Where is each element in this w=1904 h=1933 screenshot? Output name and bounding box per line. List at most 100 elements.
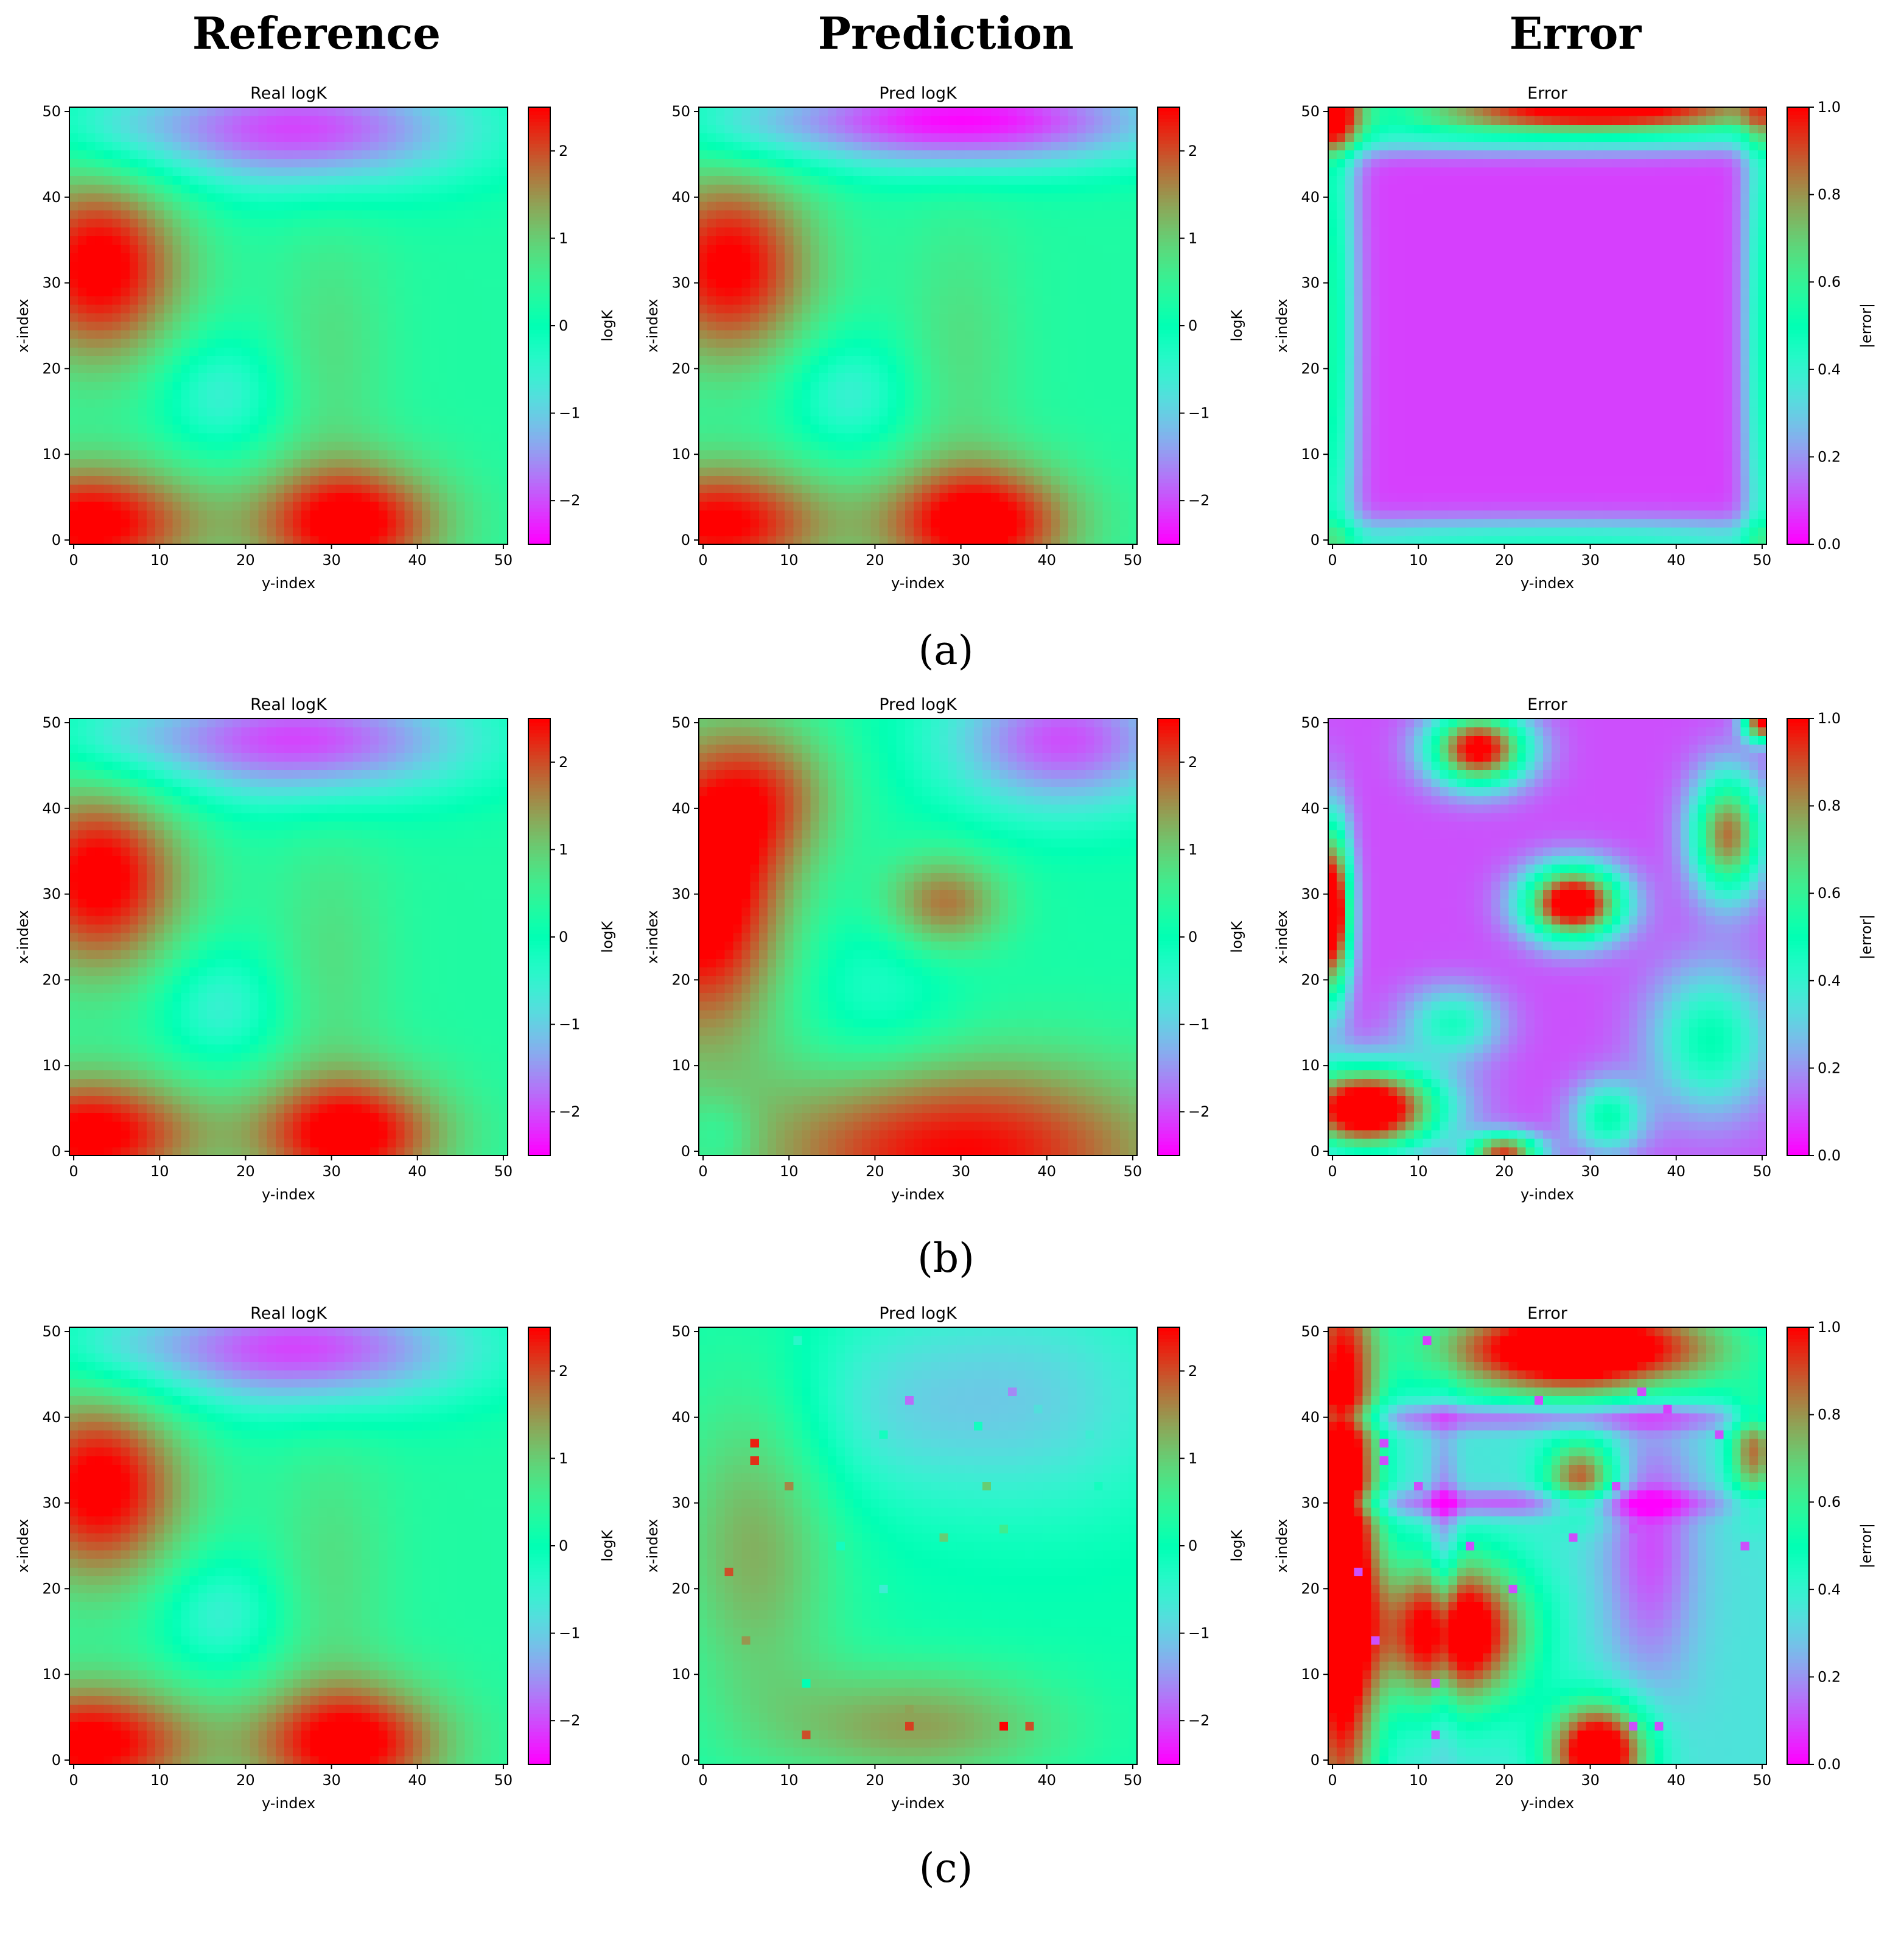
heatmap-cell (845, 458, 854, 468)
heatmap-cell (965, 227, 975, 236)
heatmap-cell (490, 415, 500, 425)
heatmap-cell (215, 510, 225, 519)
heatmap-cell (362, 107, 371, 116)
heatmap-cell (802, 467, 811, 476)
heatmap-cell (233, 450, 242, 459)
heatmap-cell (189, 458, 199, 468)
heatmap-cell (439, 527, 448, 536)
heatmap-cell (310, 167, 320, 177)
heatmap-cell (1051, 244, 1060, 253)
heatmap-cell (879, 244, 889, 253)
heatmap-cell (215, 518, 225, 528)
heatmap-cell (172, 364, 182, 374)
heatmap-cell (456, 124, 466, 133)
heatmap-cell (78, 356, 87, 365)
heatmap-cell (233, 381, 242, 391)
heatmap-cell (206, 175, 216, 185)
heatmap-cell (206, 330, 216, 339)
heatmap-cell (404, 201, 414, 211)
heatmap-cell (189, 339, 199, 348)
heatmap-cell (1068, 501, 1077, 511)
heatmap-cell (767, 219, 777, 228)
heatmap-cell (241, 381, 251, 391)
heatmap-cell (1068, 398, 1077, 408)
heatmap-cell (1059, 493, 1069, 502)
heatmap-cell (267, 124, 276, 133)
heatmap-cell (905, 510, 914, 519)
heatmap-cell (1059, 253, 1069, 262)
heatmap-cell (1077, 458, 1086, 468)
heatmap-cell (699, 227, 708, 236)
heatmap-cell (301, 116, 310, 125)
heatmap-cell (370, 373, 379, 382)
heatmap-cell (1119, 287, 1129, 296)
heatmap-cell (1034, 398, 1043, 408)
heatmap-cell (387, 535, 397, 545)
heatmap-cell (215, 219, 225, 228)
heatmap-cell (785, 270, 794, 279)
heatmap-cell (836, 415, 845, 425)
heatmap-cell (819, 424, 828, 433)
heatmap-cell (767, 261, 777, 271)
heatmap-cell (776, 192, 785, 202)
heatmap-cell (931, 192, 940, 202)
heatmap-cell (741, 219, 751, 228)
heatmap-cell (931, 458, 940, 468)
heatmap-cell (905, 339, 914, 348)
heatmap-cell (327, 192, 337, 202)
heatmap-cell (293, 373, 302, 382)
heatmap-cell (344, 167, 354, 177)
heatmap-cell (793, 304, 803, 314)
heatmap-cell (267, 458, 276, 468)
heatmap-cell (121, 192, 130, 202)
heatmap-cell (1008, 475, 1017, 485)
heatmap-cell (1102, 287, 1112, 296)
heatmap-cell (939, 278, 949, 288)
heatmap-cell (913, 475, 923, 485)
heatmap-cell (447, 133, 457, 142)
heatmap-cell (758, 373, 768, 382)
heatmap-cell (810, 415, 820, 425)
heatmap-cell (999, 184, 1009, 194)
heatmap-cell (258, 219, 268, 228)
heatmap-cell (887, 339, 897, 348)
colorbar-step (528, 216, 550, 221)
heatmap-cell (112, 141, 122, 150)
heatmap-cell (189, 201, 199, 211)
heatmap-cell (931, 295, 940, 305)
heatmap-cell (138, 287, 147, 296)
heatmap-cell (456, 535, 466, 545)
heatmap-cell (464, 175, 474, 185)
heatmap-cell (293, 253, 302, 262)
colorbar-step (528, 154, 550, 159)
heatmap-cell (284, 493, 293, 502)
heatmap-cell (956, 339, 966, 348)
colorbar-step (528, 139, 550, 144)
heatmap-cell (362, 236, 371, 245)
heatmap-cell (1111, 201, 1121, 211)
heatmap-cell (250, 278, 259, 288)
heatmap-cell (931, 270, 940, 279)
colorbar-step (528, 260, 550, 265)
heatmap-cell (1017, 356, 1026, 365)
heatmap-cell (1128, 475, 1138, 485)
heatmap-cell (785, 304, 794, 314)
heatmap-cell (827, 244, 837, 253)
heatmap-cell (138, 141, 147, 150)
heatmap-cell (853, 321, 863, 331)
heatmap-cell (1042, 270, 1052, 279)
heatmap-cell (1102, 415, 1112, 425)
heatmap-cell (121, 304, 130, 314)
heatmap-cell (103, 201, 113, 211)
heatmap-cell (181, 501, 191, 511)
heatmap-cell (931, 381, 940, 391)
heatmap-cell (913, 518, 923, 528)
heatmap-cell (776, 295, 785, 305)
heatmap-cell (284, 321, 293, 331)
heatmap-cell (887, 236, 897, 245)
heatmap-cell (275, 184, 285, 194)
heatmap-cell (758, 253, 768, 262)
heatmap-cell (870, 244, 880, 253)
heatmap-cells (699, 107, 1138, 545)
heatmap-cell (724, 295, 734, 305)
